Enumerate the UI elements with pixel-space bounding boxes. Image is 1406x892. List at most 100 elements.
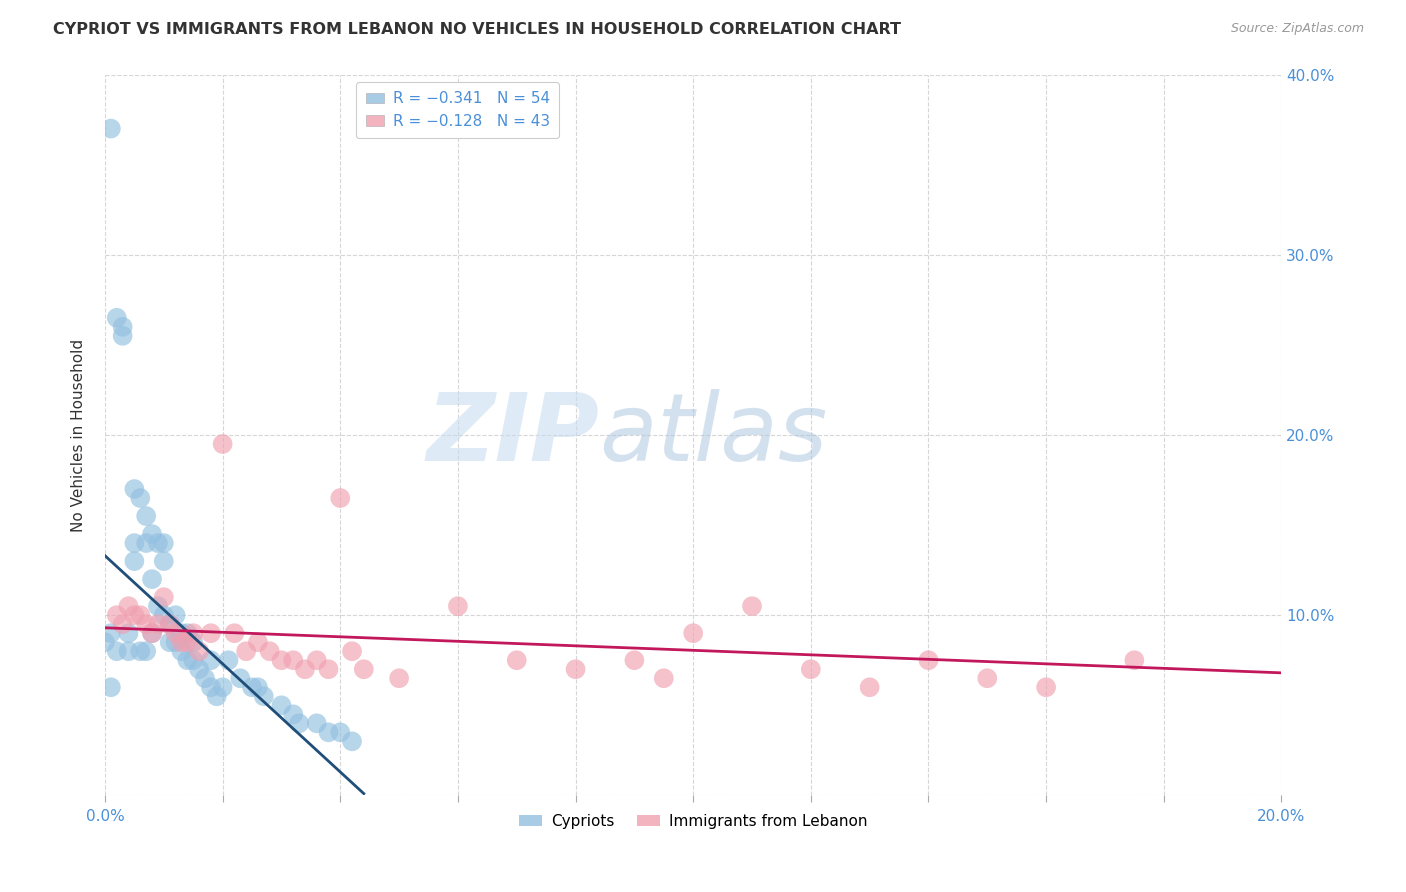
Point (176, 653, 198, 667)
Point (124, 608, 146, 623)
Point (682, 626, 704, 640)
Point (283, 653, 305, 667)
Point (129, 608, 152, 623)
Point (200, 626, 222, 640)
Point (224, 626, 246, 640)
Point (181, 653, 204, 667)
Point (135, 617, 157, 632)
Point (564, 662, 586, 676)
Point (111, 617, 134, 632)
Point (340, 734, 363, 748)
Point (741, 599, 763, 614)
Point (240, 680, 263, 694)
Point (159, 617, 181, 632)
Point (94, 635, 117, 649)
Point (111, 328, 134, 343)
Point (329, 725, 352, 739)
Point (211, 437, 233, 451)
Point (129, 644, 152, 658)
Point (205, 690, 228, 704)
Point (146, 536, 169, 550)
Point (146, 599, 169, 614)
Point (117, 599, 139, 614)
Point (100, 626, 122, 640)
Point (124, 482, 146, 496)
Point (176, 626, 198, 640)
Point (218, 653, 240, 667)
Point (176, 635, 198, 649)
Point (288, 716, 311, 731)
Point (141, 626, 163, 640)
Point (246, 635, 269, 649)
Point (200, 680, 222, 694)
Point (111, 319, 134, 334)
Point (117, 626, 139, 640)
Point (283, 707, 305, 722)
Point (153, 536, 176, 550)
Point (318, 725, 340, 739)
Point (270, 698, 292, 713)
Point (159, 635, 181, 649)
Point (146, 617, 169, 632)
Point (318, 662, 340, 676)
Point (100, 121, 122, 136)
Point (388, 671, 411, 685)
Y-axis label: No Vehicles in Household: No Vehicles in Household (72, 338, 86, 532)
Point (165, 626, 187, 640)
Point (194, 671, 217, 685)
Point (165, 635, 187, 649)
Point (170, 626, 193, 640)
Point (141, 626, 163, 640)
Point (235, 644, 257, 658)
Point (181, 626, 204, 640)
Point (1035, 680, 1057, 694)
Point (117, 644, 139, 658)
Point (447, 599, 470, 614)
Point (652, 671, 675, 685)
Point (211, 680, 233, 694)
Point (353, 662, 375, 676)
Point (623, 653, 645, 667)
Point (105, 608, 128, 623)
Point (294, 662, 316, 676)
Point (340, 644, 363, 658)
Text: atlas: atlas (599, 390, 827, 481)
Point (200, 653, 222, 667)
Point (246, 680, 269, 694)
Point (181, 635, 204, 649)
Point (188, 662, 211, 676)
Point (859, 680, 882, 694)
Point (329, 491, 352, 505)
Point (917, 653, 939, 667)
Point (153, 554, 176, 568)
Point (229, 671, 252, 685)
Point (153, 608, 176, 623)
Text: CYPRIOT VS IMMIGRANTS FROM LEBANON NO VEHICLES IN HOUSEHOLD CORRELATION CHART: CYPRIOT VS IMMIGRANTS FROM LEBANON NO VE… (53, 22, 901, 37)
Legend: Cypriots, Immigrants from Lebanon: Cypriots, Immigrants from Lebanon (513, 807, 873, 835)
Point (506, 653, 529, 667)
Point (124, 536, 146, 550)
Point (100, 680, 122, 694)
Point (105, 310, 128, 325)
Point (135, 644, 157, 658)
Point (188, 644, 211, 658)
Point (976, 671, 998, 685)
Text: Source: ZipAtlas.com: Source: ZipAtlas.com (1230, 22, 1364, 36)
Point (270, 653, 292, 667)
Point (253, 690, 276, 704)
Point (305, 653, 328, 667)
Point (124, 554, 146, 568)
Point (153, 590, 176, 604)
Point (259, 644, 281, 658)
Text: ZIP: ZIP (426, 389, 599, 481)
Point (141, 572, 163, 586)
Point (129, 491, 152, 505)
Point (135, 536, 157, 550)
Point (170, 635, 193, 649)
Point (141, 527, 163, 541)
Point (1123, 653, 1146, 667)
Point (159, 617, 181, 632)
Point (135, 509, 157, 524)
Point (170, 644, 193, 658)
Point (305, 716, 328, 731)
